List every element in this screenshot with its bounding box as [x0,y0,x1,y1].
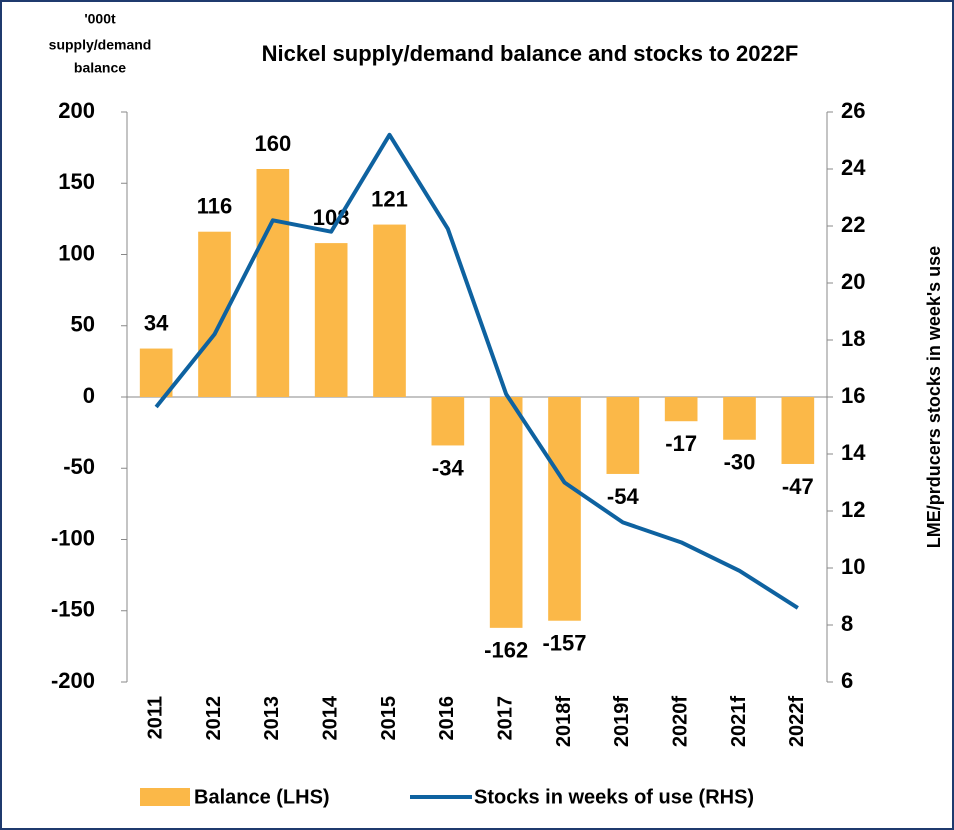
y-tick-label: -50 [63,454,95,479]
x-tick-label: 2011 [144,696,166,739]
data-label: 121 [371,186,408,211]
bar [548,397,581,621]
y2-axis-label: LME/prducers stocks in week's use [924,246,944,548]
x-tick-label: 2014 [319,695,341,740]
x-tick-label: 2020f [669,696,691,747]
y2-tick-label: 16 [841,383,865,408]
x-tick-label: 2012 [203,696,225,741]
data-label: 116 [197,194,233,219]
bar [431,397,465,446]
x-tick-label: 2019f [611,696,633,747]
y-tick-label: 200 [58,98,95,123]
data-label: -30 [724,450,756,475]
y2-tick-label: 12 [841,497,865,522]
y2-tick-label: 26 [841,98,865,123]
y2-tick-label: 8 [841,611,853,636]
bar [606,397,640,474]
x-tick-label: 2022f [786,696,808,747]
y-tick-label: 50 [71,312,95,337]
data-label: -157 [542,631,586,656]
bar [256,169,290,397]
y2-tick-label: 24 [841,155,866,180]
x-tick-label: 2017 [494,696,516,741]
data-label: -162 [484,638,528,663]
data-label: -47 [782,474,814,499]
bar [723,397,756,440]
y-axis-label: supply/demand [49,37,152,53]
y-tick-label: -150 [51,597,95,622]
y-tick-label: 100 [58,240,95,265]
x-tick-label: 2018f [553,696,575,747]
y2-tick-label: 10 [841,554,865,579]
data-label: 160 [254,131,291,156]
chart-title: Nickel supply/demand balance and stocks … [262,41,799,66]
legend-label: Stocks in weeks of use (RHS) [474,786,754,808]
y-axis-label: '000t [84,11,116,27]
x-tick-label: 2021f [728,696,750,747]
legend-label: Balance (LHS) [194,786,330,808]
line [154,132,799,610]
y-axis-label: balance [74,60,126,76]
x-tick-label: 2016 [436,696,458,741]
bar [781,397,815,464]
y2-tick-label: 14 [841,440,866,465]
bar [373,224,406,397]
x-tick-label: 2015 [378,696,400,741]
y2-tick-label: 18 [841,326,865,351]
bar [664,397,698,422]
y-tick-label: -100 [51,525,95,550]
y-tick-label: 0 [83,383,95,408]
data-label: -17 [665,431,697,456]
y-tick-label: -200 [51,668,95,693]
legend-swatch [140,788,190,806]
bar [489,397,523,628]
data-label: -34 [432,455,465,480]
y2-tick-label: 20 [841,269,865,294]
y-tick-label: 150 [58,169,95,194]
bar [314,243,348,397]
data-label: 34 [144,310,169,335]
x-tick-label: 2013 [261,696,283,741]
y2-tick-label: 6 [841,668,853,693]
data-label: -54 [607,484,640,509]
bar [139,348,173,397]
y2-tick-label: 22 [841,212,865,237]
